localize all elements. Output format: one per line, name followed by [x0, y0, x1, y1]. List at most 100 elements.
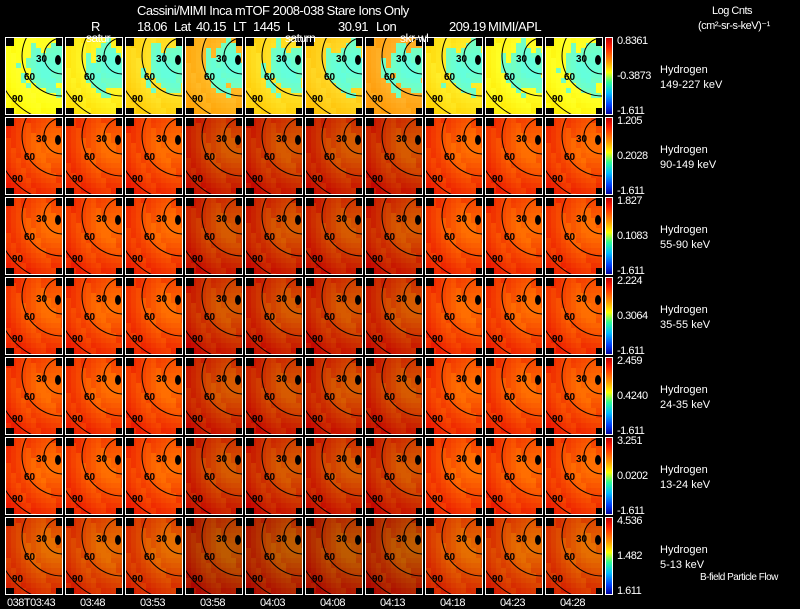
pixel [36, 183, 41, 188]
pixel [231, 153, 236, 158]
pixel [426, 83, 431, 88]
pixel [121, 153, 122, 158]
pixel [231, 53, 236, 58]
pixel [496, 58, 501, 63]
pixel [231, 258, 236, 263]
pixel [31, 98, 36, 103]
pixel [356, 83, 361, 88]
pixel [281, 108, 286, 113]
pixel [171, 103, 176, 108]
pixel [16, 143, 21, 148]
pixel [481, 63, 482, 68]
pixel [96, 223, 101, 228]
pixel [441, 38, 446, 43]
pixel [391, 98, 396, 103]
pixel [241, 263, 242, 268]
pixel [271, 93, 276, 98]
pixel [126, 183, 131, 188]
pixel [31, 138, 36, 143]
pixel [76, 243, 81, 248]
pixel [251, 63, 256, 68]
pixel [351, 123, 356, 128]
pixel [46, 133, 51, 138]
pixel [11, 168, 16, 173]
pixel [206, 138, 211, 143]
pixel [191, 233, 196, 238]
pixel [231, 123, 236, 128]
pixel [431, 53, 436, 58]
pixel [331, 153, 336, 158]
pixel [41, 53, 46, 58]
pixel [36, 238, 41, 243]
pixel [71, 208, 76, 213]
pixel [351, 88, 356, 93]
pixel [451, 133, 456, 138]
pixel [236, 258, 241, 263]
pixel [206, 73, 211, 78]
pixel [41, 123, 46, 128]
pixel [311, 163, 316, 168]
pixel [561, 88, 566, 93]
pixel [26, 98, 31, 103]
pixel [351, 138, 356, 143]
fov-corner-mask [486, 38, 494, 46]
pixel [396, 123, 401, 128]
pixel [461, 73, 466, 78]
pixel [106, 243, 111, 248]
pixel [76, 53, 81, 58]
pixel [236, 68, 241, 73]
pixel [456, 98, 461, 103]
pixel [426, 128, 431, 133]
fov-corner-mask [546, 38, 554, 46]
pixel [96, 273, 101, 274]
pixel [26, 178, 31, 183]
pixel [246, 178, 251, 183]
pixel [226, 58, 231, 63]
pixel [166, 98, 171, 103]
pixel [86, 183, 91, 188]
pixel [391, 78, 396, 83]
pixel [46, 123, 51, 128]
pixel [136, 93, 141, 98]
pixel [156, 143, 161, 148]
pixel [271, 213, 276, 218]
pixel [386, 143, 391, 148]
pixel [241, 58, 242, 63]
pixel [251, 48, 256, 53]
pixel [96, 218, 101, 223]
pixel [581, 158, 586, 163]
pixel [141, 48, 146, 53]
pixel [231, 188, 236, 193]
pixel [71, 163, 76, 168]
pixel [386, 73, 391, 78]
pixel [316, 88, 321, 93]
pixel [331, 103, 336, 108]
pixel [26, 273, 31, 274]
pixel [416, 48, 421, 53]
pixel [6, 248, 11, 253]
pixel [556, 173, 561, 178]
pixel [161, 258, 166, 263]
pixel [401, 48, 406, 53]
pixel [11, 48, 16, 53]
pixel [481, 128, 482, 133]
pixel [486, 48, 491, 53]
pixel [151, 188, 156, 193]
pixel [561, 98, 566, 103]
pixel [341, 128, 346, 133]
pixel [221, 263, 226, 268]
pixel [121, 138, 122, 143]
pixel [6, 88, 11, 93]
pixel [276, 198, 281, 203]
pixel [286, 178, 291, 183]
pixel [206, 273, 211, 274]
pixel [596, 153, 601, 158]
pixel [71, 78, 76, 83]
pixel [241, 78, 242, 83]
pixel [21, 163, 26, 168]
pixel [206, 63, 211, 68]
pixel [31, 153, 36, 158]
pixel [561, 118, 566, 123]
pixel [351, 183, 356, 188]
pixel [401, 78, 406, 83]
